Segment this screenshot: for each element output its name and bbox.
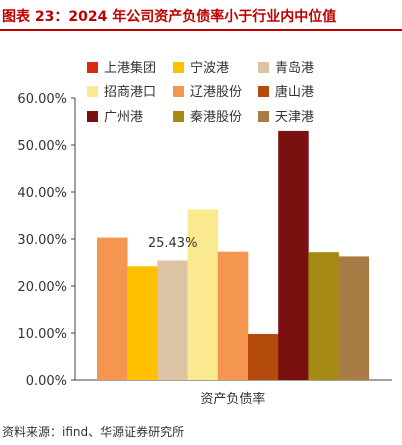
y-tick-label: 60.00% [17, 92, 67, 107]
bar-9 [338, 256, 370, 380]
legend-label-4: 招商港口 [104, 85, 156, 100]
source-note: 资料来源：ifind、华源证券研究所 [2, 425, 185, 439]
y-tick-label: 10.00% [17, 327, 67, 342]
bar-3 [157, 260, 188, 380]
legend-label-7: 广州港 [104, 110, 143, 125]
legend-swatch-1 [87, 62, 98, 73]
x-category-label: 资产负债率 [200, 391, 265, 407]
bar-2 [127, 266, 158, 380]
legend-swatch-2 [173, 62, 184, 73]
y-tick-label: 40.00% [17, 186, 67, 201]
bar-7 [278, 130, 309, 380]
legend-swatch-3 [258, 62, 269, 73]
y-tick-label: 50.00% [17, 139, 67, 154]
legend-swatch-5 [173, 86, 184, 97]
data-label: 25.43% [148, 236, 198, 251]
bar-5 [217, 251, 249, 380]
bar-4 [187, 209, 219, 380]
title-divider [0, 29, 402, 31]
y-tick-label: 0.00% [26, 374, 67, 389]
legend-label-6: 唐山港 [275, 84, 314, 100]
legend-label-5: 辽港股份 [190, 85, 242, 100]
legend-label-3: 青岛港 [275, 60, 314, 76]
bar-1 [97, 237, 128, 380]
legend-label-8: 秦港股份 [190, 110, 242, 125]
legend-swatch-8 [173, 111, 184, 122]
legend-swatch-9 [258, 111, 269, 122]
legend-swatch-6 [258, 86, 269, 97]
bar-8 [308, 252, 339, 380]
legend-label-2: 宁波港 [190, 60, 229, 76]
y-tick-label: 30.00% [17, 233, 67, 248]
chart-title: 图表 23：2024 年公司资产负债率小于行业内中位值 [2, 9, 337, 25]
legend-swatch-7 [87, 111, 98, 122]
legend-label-9: 天津港 [275, 110, 314, 125]
legend-swatch-4 [87, 86, 98, 97]
legend-label-1: 上港集团 [104, 60, 156, 76]
bar-6 [248, 333, 279, 380]
y-tick-label: 20.00% [17, 280, 67, 295]
